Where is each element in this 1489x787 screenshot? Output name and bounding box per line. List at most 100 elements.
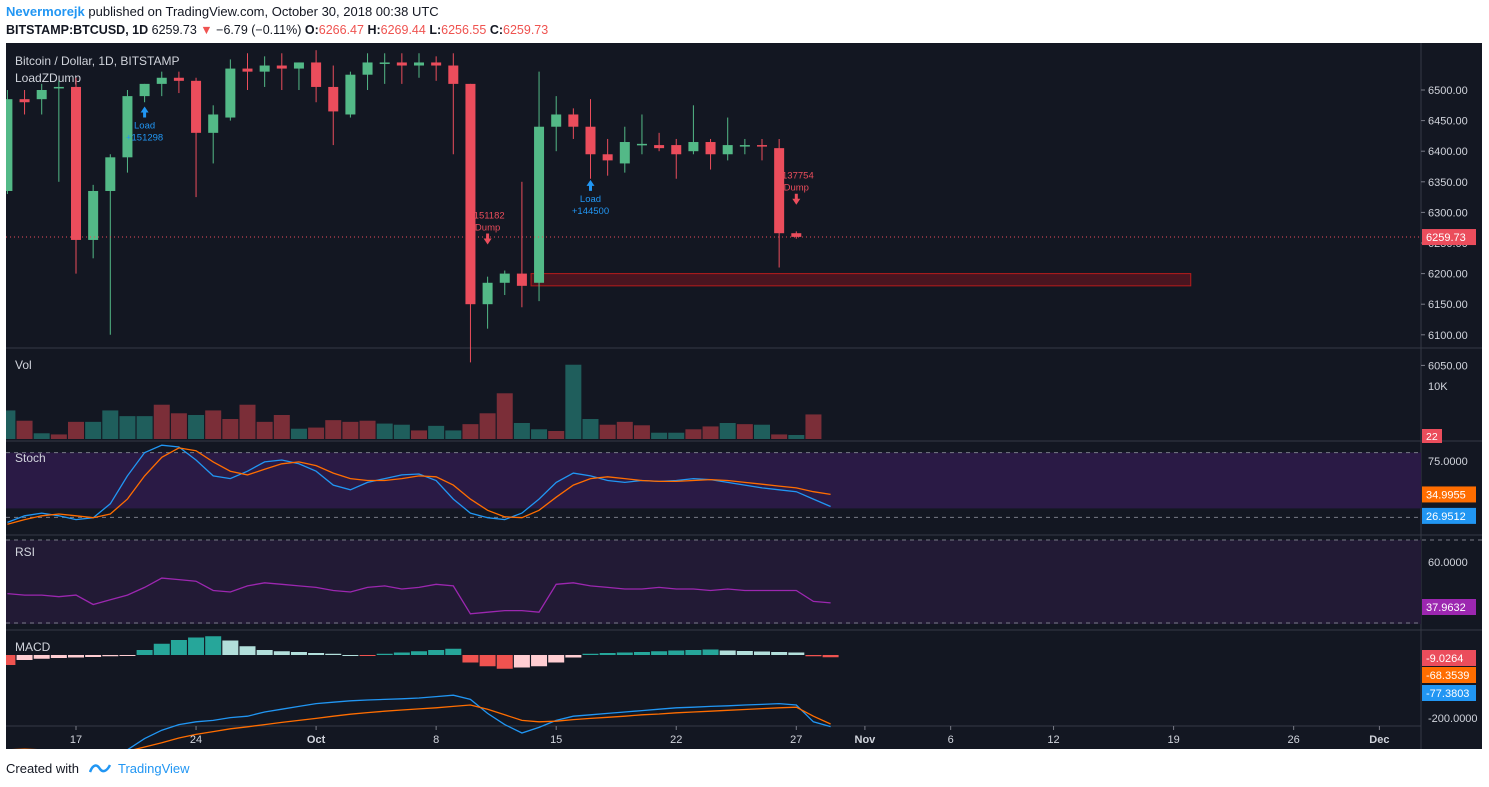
macd-value: -77.3803	[1426, 688, 1469, 700]
candle-body	[499, 273, 510, 283]
change-value: −6.79 (−0.11%)	[216, 23, 302, 37]
volume-bar	[651, 432, 668, 439]
volume-bar	[633, 425, 650, 439]
macd-signal-value: -68.3539	[1426, 670, 1469, 682]
candle-body	[242, 68, 253, 72]
chart-frame[interactable]: Bitcoin / Dollar, 1D, BITSTAMP LoadZDump 6…	[6, 43, 1482, 749]
dump-signal-value: -137754	[779, 171, 814, 182]
macd-histogram-bar	[462, 655, 479, 663]
support-zone	[530, 273, 1192, 287]
macd-histogram-bar	[85, 655, 102, 657]
time-tick-label: 22	[670, 734, 682, 746]
volume-bar	[754, 424, 770, 439]
candle-body	[431, 62, 442, 66]
candle-body	[482, 282, 493, 305]
macd-histogram-bar	[822, 655, 839, 658]
candle-body	[534, 126, 545, 283]
time-tick-label: 24	[190, 734, 202, 746]
price-tick-label: 6200.00	[1428, 269, 1468, 281]
macd-histogram-bar	[548, 655, 565, 663]
time-tick-label: 6	[948, 734, 954, 746]
volume-bar	[256, 421, 273, 439]
volume-bar	[462, 424, 479, 439]
volume-bar	[616, 421, 633, 439]
open-value: 6266.47	[318, 23, 364, 37]
time-tick-label: 19	[1167, 734, 1179, 746]
stoch-k-value: 26.9512	[1426, 511, 1466, 523]
candle-body	[619, 142, 630, 164]
volume-last-badge	[1422, 429, 1442, 443]
price-tick-label: 6500.00	[1428, 85, 1468, 97]
volume-bar	[788, 435, 805, 439]
macd-histogram-bar	[170, 640, 187, 655]
volume-bar	[273, 415, 290, 439]
price-tick-label: 6300.00	[1428, 207, 1468, 219]
volume-bar	[771, 434, 788, 439]
volume-bar	[428, 425, 445, 439]
candle-body	[465, 83, 476, 305]
volume-bar	[136, 416, 153, 439]
macd-histogram-bar	[513, 655, 530, 668]
symbol-ohlc: BITSTAMP:BTCUSD, 1D 6259.73 ▼ −6.79 (−0.…	[6, 21, 548, 39]
volume-bar	[736, 424, 753, 439]
load-signal-value: +144500	[572, 206, 609, 217]
volume-bar	[582, 419, 599, 439]
volume-bar	[805, 414, 822, 439]
volume-bar	[565, 364, 582, 439]
close-value: 6259.73	[503, 23, 549, 37]
volume-bar	[290, 428, 307, 439]
stoch-pane-label: Stoch	[15, 451, 46, 465]
macd-histogram-bar	[668, 650, 685, 655]
volume-bar	[359, 420, 376, 439]
candle-body	[757, 145, 767, 147]
price-tick-label: 6400.00	[1428, 146, 1468, 158]
candle-body	[396, 62, 407, 66]
time-tick-label: Nov	[855, 734, 877, 746]
candle-body	[654, 145, 665, 149]
load-signal-label: Load	[134, 120, 155, 131]
macd-histogram-bar	[342, 655, 359, 656]
rsi-line	[7, 577, 831, 615]
dump-signal-label: Dump	[784, 183, 809, 194]
macd-histogram-bar	[702, 649, 719, 655]
macd-histogram-bar	[393, 652, 410, 655]
macd-histogram-bar	[754, 651, 770, 655]
volume-bar	[102, 410, 119, 439]
dump-arrow-icon	[483, 233, 492, 245]
candle-body	[636, 143, 647, 146]
macd-histogram-bar	[239, 646, 256, 655]
rsi-value-badge	[1422, 599, 1476, 615]
change-arrow: ▼	[200, 23, 213, 37]
candle-body	[705, 142, 716, 155]
macd-histogram-bar	[771, 652, 788, 655]
time-tick-label: Dec	[1369, 734, 1389, 746]
tradingview-link[interactable]: TradingView	[118, 761, 190, 776]
macd-hist-value-badge	[1422, 650, 1476, 666]
candle-body	[122, 96, 133, 158]
volume-bar	[33, 433, 50, 439]
candle-body	[448, 65, 459, 84]
macd-histogram-bar	[136, 650, 153, 655]
candle-body	[602, 154, 613, 161]
author-link[interactable]: Nevermorejk	[6, 4, 85, 19]
candle-body	[293, 62, 304, 69]
candle-body	[173, 77, 184, 81]
macd-histogram-bar	[325, 653, 342, 655]
macd-signal-value-badge	[1422, 667, 1476, 683]
load-signal-label: Load	[580, 194, 601, 205]
stoch-k-line	[7, 444, 831, 524]
volume-bar	[496, 393, 513, 439]
volume-bar	[411, 430, 427, 439]
volume-bar	[170, 413, 187, 439]
macd-histogram-bar	[531, 655, 548, 667]
candle-body	[88, 190, 99, 240]
published-text: published on TradingView.com, October 30…	[88, 4, 439, 19]
load-arrow-icon	[140, 106, 149, 118]
low-label: L:	[429, 23, 442, 37]
chart-svg[interactable]: Bitcoin / Dollar, 1D, BITSTAMP LoadZDump 6…	[6, 43, 1482, 749]
rsi-axis-label: 60.0000	[1428, 557, 1468, 569]
tradingview-logo-icon	[88, 762, 111, 777]
volume-bar	[479, 413, 496, 439]
macd-histogram-bar	[445, 648, 462, 655]
time-tick-label: 12	[1047, 734, 1059, 746]
